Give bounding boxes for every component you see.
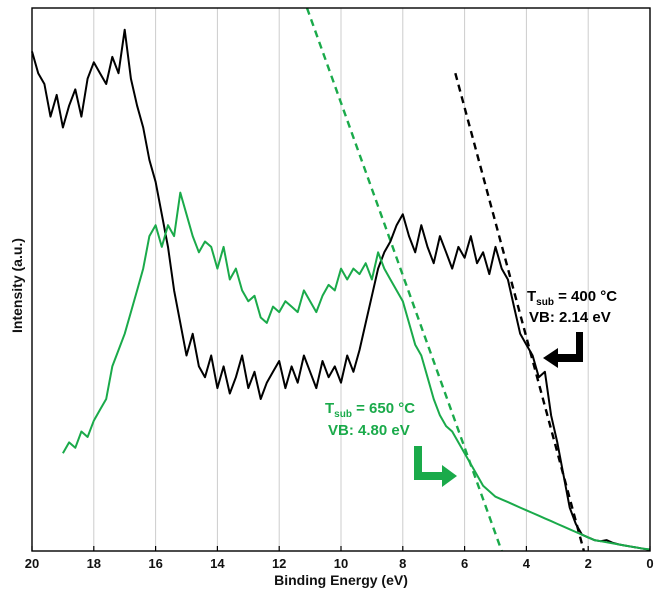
grid-lines xyxy=(93,8,589,551)
x-tick-label: 4 xyxy=(523,556,531,571)
x-tick-label: 10 xyxy=(334,556,348,571)
x-tick-label: 18 xyxy=(87,556,101,571)
x-axis-ticks: 20 18 16 14 12 10 8 6 4 2 0 xyxy=(25,546,654,571)
x-tick-label: 0 xyxy=(646,556,653,571)
x-tick-label: 6 xyxy=(461,556,468,571)
annotation-650c-vb: VB: 4.80 eV xyxy=(328,422,410,439)
series-line-1 xyxy=(62,191,651,551)
x-tick-label: 2 xyxy=(585,556,592,571)
annotation-400c: Tsub = 400 °C VB: 2.14 eV xyxy=(527,288,617,368)
x-axis-label: Binding Energy (eV) xyxy=(274,572,408,588)
annotation-650c-title: Tsub = 650 °C xyxy=(325,400,415,420)
annotation-650c: Tsub = 650 °C VB: 4.80 eV xyxy=(325,400,457,487)
x-tick-label: 14 xyxy=(210,556,225,571)
x-tick-label: 20 xyxy=(25,556,39,571)
x-tick-label: 12 xyxy=(272,556,286,571)
series-line-0 xyxy=(31,28,651,551)
x-tick-label: 8 xyxy=(399,556,406,571)
arrow-right-icon xyxy=(414,446,457,487)
x-tick-label: 16 xyxy=(148,556,162,571)
fit-line-1 xyxy=(305,7,503,552)
arrow-left-icon xyxy=(543,332,583,368)
annotation-400c-vb: VB: 2.14 eV xyxy=(529,309,611,326)
data-series xyxy=(31,28,651,551)
y-axis-label: Intensity (a.u.) xyxy=(9,238,25,333)
annotation-400c-title: Tsub = 400 °C xyxy=(527,288,617,308)
